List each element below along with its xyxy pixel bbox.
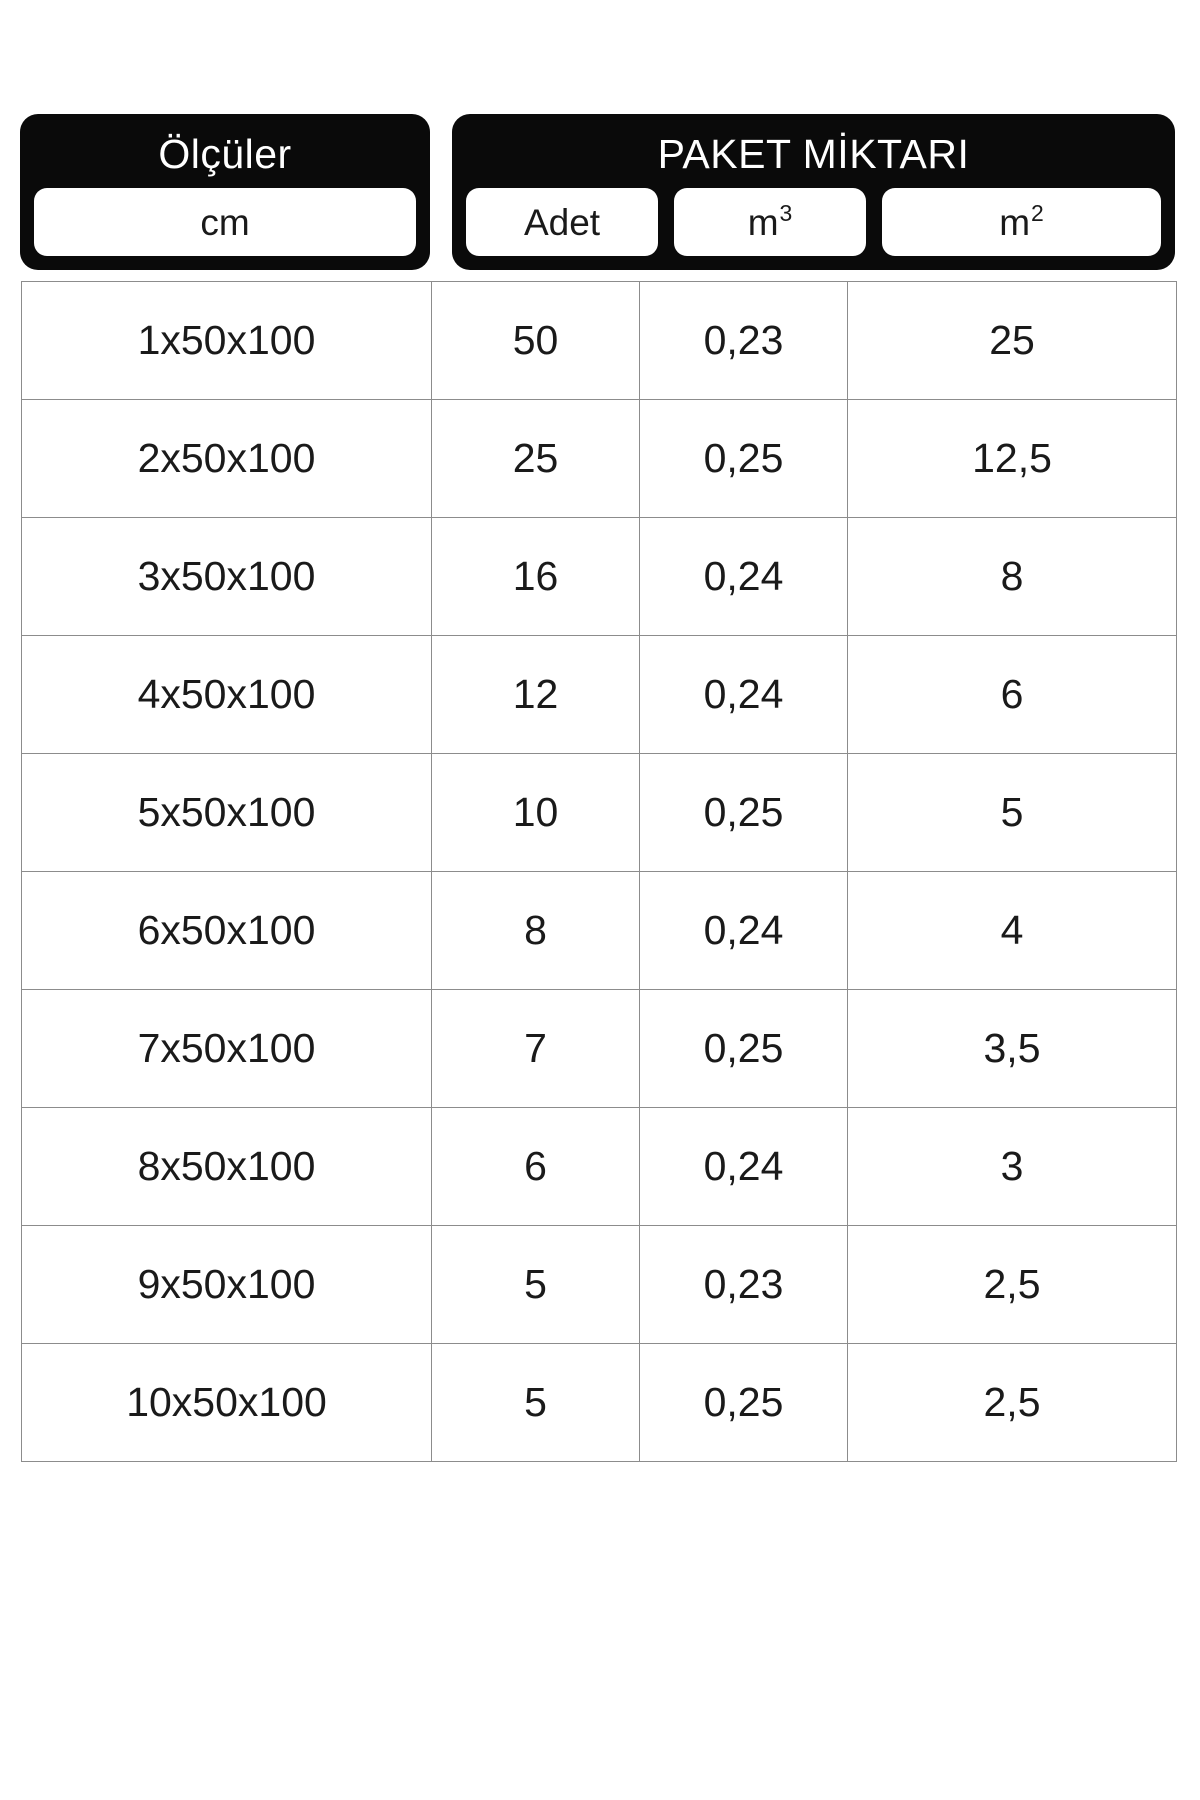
cell-m3: 0,25: [639, 399, 848, 518]
column-header-m3-exponent: 3: [779, 200, 793, 227]
cell-cm: 7x50x100: [21, 989, 432, 1108]
subheader-row-paket-miktari: Adet m3 m2: [452, 188, 1175, 270]
column-header-adet-label: Adet: [523, 201, 601, 243]
table-row: 3x50x100 16 0,24 8: [21, 517, 1177, 636]
header-group-paket-miktari: PAKET MİKTARI Adet m3 m2: [452, 114, 1175, 270]
cell-m2: 8: [847, 517, 1177, 636]
cell-adet: 10: [431, 753, 640, 872]
cell-adet: 5: [431, 1343, 640, 1462]
cell-adet: 16: [431, 517, 640, 636]
cell-m3: 0,24: [639, 635, 848, 754]
cell-m3: 0,24: [639, 871, 848, 990]
table-row: 10x50x100 5 0,25 2,5: [21, 1343, 1177, 1462]
header-group-olculer: Ölçüler cm: [20, 114, 430, 270]
cell-cm: 2x50x100: [21, 399, 432, 518]
cell-m3: 0,23: [639, 1225, 848, 1344]
table-row: 8x50x100 6 0,24 3: [21, 1107, 1177, 1226]
cell-cm: 4x50x100: [21, 635, 432, 754]
column-header-m2-base: m: [999, 201, 1031, 243]
table-header-band: Ölçüler cm PAKET MİKTARI Adet m3 m2: [20, 114, 1175, 270]
column-header-m3-label: m3: [747, 201, 793, 243]
table-row: 4x50x100 12 0,24 6: [21, 635, 1177, 754]
column-header-m3-base: m: [747, 201, 779, 243]
cell-m2: 5: [847, 753, 1177, 872]
cell-m2: 12,5: [847, 399, 1177, 518]
cell-cm: 8x50x100: [21, 1107, 432, 1226]
column-header-cm: cm: [34, 188, 416, 256]
column-header-adet: Adet: [466, 188, 658, 256]
cell-adet: 6: [431, 1107, 640, 1226]
cell-m3: 0,25: [639, 989, 848, 1108]
column-header-cm-label: cm: [200, 201, 250, 243]
cell-adet: 8: [431, 871, 640, 990]
subheader-row-olculer: cm: [20, 188, 430, 270]
cell-adet: 50: [431, 281, 640, 400]
cell-adet: 12: [431, 635, 640, 754]
cell-m2: 4: [847, 871, 1177, 990]
cell-cm: 10x50x100: [21, 1343, 432, 1462]
table-body: 1x50x100 50 0,23 25 2x50x100 25 0,25 12,5 3x50x1…: [21, 281, 1177, 1462]
specifications-table: 1x50x100 50 0,23 25 2x50x100 25 0,25 12,5 3x50x1…: [21, 281, 1177, 1462]
cell-m2: 3: [847, 1107, 1177, 1226]
table-row: 1x50x100 50 0,23 25: [21, 281, 1177, 400]
table-row: 7x50x100 7 0,25 3,5: [21, 989, 1177, 1108]
column-header-m2-label: m2: [999, 201, 1044, 243]
table-row: 5x50x100 10 0,25 5: [21, 753, 1177, 872]
cell-cm: 5x50x100: [21, 753, 432, 872]
cell-m3: 0,25: [639, 753, 848, 872]
column-header-m3: m3: [674, 188, 866, 256]
table-row: 6x50x100 8 0,24 4: [21, 871, 1177, 990]
cell-m3: 0,24: [639, 1107, 848, 1226]
cell-cm: 1x50x100: [21, 281, 432, 400]
column-header-m2: m2: [882, 188, 1161, 256]
cell-m2: 3,5: [847, 989, 1177, 1108]
cell-adet: 5: [431, 1225, 640, 1344]
cell-adet: 25: [431, 399, 640, 518]
header-group-title-paket-miktari: PAKET MİKTARI: [657, 131, 970, 177]
table-row: 9x50x100 5 0,23 2,5: [21, 1225, 1177, 1344]
cell-m2: 2,5: [847, 1225, 1177, 1344]
table-row: 2x50x100 25 0,25 12,5: [21, 399, 1177, 518]
cell-m2: 25: [847, 281, 1177, 400]
cell-m3: 0,23: [639, 281, 848, 400]
cell-m2: 2,5: [847, 1343, 1177, 1462]
cell-m2: 6: [847, 635, 1177, 754]
column-header-m2-exponent: 2: [1031, 200, 1044, 227]
cell-m3: 0,24: [639, 517, 848, 636]
cell-cm: 6x50x100: [21, 871, 432, 990]
cell-cm: 9x50x100: [21, 1225, 432, 1344]
cell-cm: 3x50x100: [21, 517, 432, 636]
cell-adet: 7: [431, 989, 640, 1108]
header-group-title-olculer: Ölçüler: [158, 131, 292, 177]
cell-m3: 0,25: [639, 1343, 848, 1462]
